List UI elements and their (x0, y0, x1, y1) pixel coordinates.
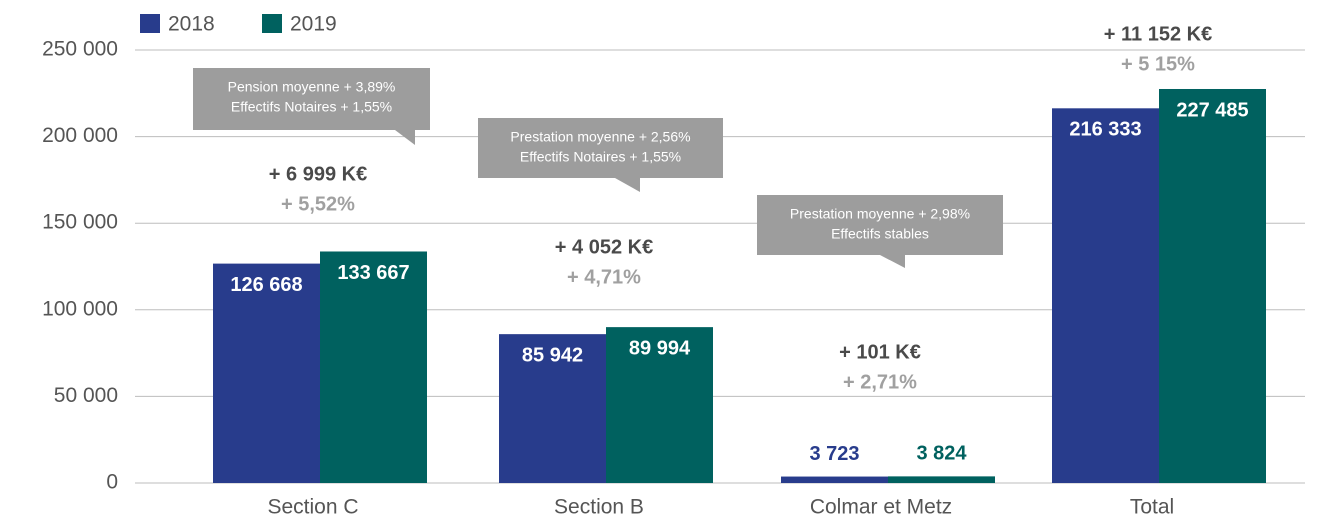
callout-text: Effectifs Notaires + 1,55% (520, 149, 681, 165)
value-label: 85 942 (522, 344, 583, 366)
value-label: 227 485 (1176, 99, 1248, 121)
legend-label: 2018 (168, 13, 215, 36)
bar (1052, 108, 1159, 483)
legend-swatch (262, 14, 282, 33)
bar (606, 327, 713, 483)
y-tick-label: 150 000 (42, 211, 118, 234)
legend-swatch (140, 14, 160, 33)
x-tick-label: Section C (267, 496, 358, 519)
pct-label: + 5,52% (281, 193, 355, 215)
delta-label: + 11 152 K€ (1104, 23, 1212, 45)
legend-label: 2019 (290, 13, 337, 36)
callout-box (478, 118, 723, 178)
delta-label: + 6 999 K€ (269, 163, 367, 185)
callout-box (757, 195, 1003, 255)
pct-label: + 4,71% (567, 266, 641, 288)
bar (1159, 88, 1266, 484)
y-tick-label: 250 000 (42, 38, 118, 61)
bar (781, 476, 888, 483)
value-label: 3 824 (916, 443, 967, 465)
x-tick-label: Colmar et Metz (810, 496, 952, 519)
y-tick-label: 50 000 (54, 384, 118, 407)
x-tick-label: Total (1130, 496, 1174, 519)
y-tick-label: 0 (106, 471, 118, 494)
value-label: 216 333 (1069, 119, 1141, 141)
bar (499, 334, 606, 483)
pct-label: + 5 15% (1121, 53, 1195, 75)
callout-text: Prestation moyenne + 2,56% (510, 129, 690, 145)
callout-tail (615, 178, 640, 192)
callout-text: Effectifs stables (831, 226, 929, 242)
y-tick-label: 100 000 (42, 297, 118, 320)
bar (320, 251, 427, 483)
y-tick-label: 200 000 (42, 124, 118, 147)
callout-text: Prestation moyenne + 2,98% (790, 206, 970, 222)
pct-label: + 2,71% (843, 371, 917, 393)
callout-tail (880, 255, 905, 268)
delta-label: + 4 052 K€ (555, 236, 653, 258)
callout-text: Pension moyenne + 3,89% (228, 79, 396, 95)
value-label: 133 667 (337, 262, 409, 284)
bar (888, 476, 995, 483)
callout-text: Effectifs Notaires + 1,55% (231, 99, 392, 115)
x-tick-label: Section B (554, 496, 644, 519)
value-label: 3 723 (809, 443, 859, 465)
value-label: 89 994 (629, 337, 691, 359)
delta-label: + 101 K€ (839, 341, 921, 363)
callout-box (193, 68, 430, 130)
bar (213, 263, 320, 483)
callout-tail (395, 130, 415, 145)
value-label: 126 668 (230, 274, 302, 296)
